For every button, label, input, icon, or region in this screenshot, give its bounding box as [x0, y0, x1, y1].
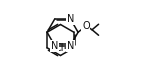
Text: N: N: [67, 41, 74, 51]
Text: O: O: [82, 21, 90, 31]
Text: Cl: Cl: [55, 43, 64, 53]
Text: N: N: [51, 41, 58, 51]
Text: N: N: [67, 14, 74, 24]
